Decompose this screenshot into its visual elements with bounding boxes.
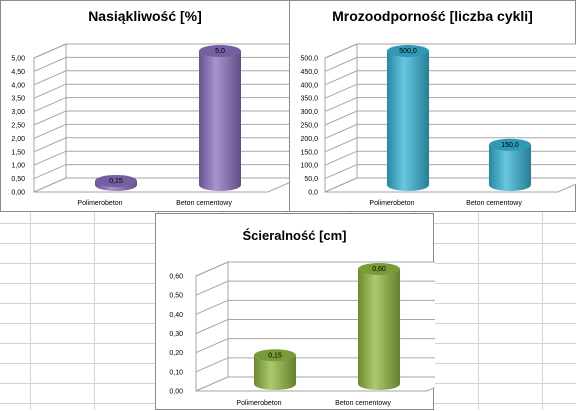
chart-title: Ścieralność [cm] — [242, 228, 347, 243]
floor — [33, 177, 291, 193]
y-tick-label: 400,0 — [300, 82, 318, 89]
gridline — [324, 97, 576, 113]
y-tick-label: 200,0 — [300, 136, 318, 143]
bar-body — [387, 51, 429, 191]
data-label: 5,0 — [215, 48, 225, 55]
y-tick-label: 3,50 — [11, 96, 25, 103]
x-tick-label: Polimerobeton — [236, 400, 281, 407]
chart-title: Mrozoodporność [liczba cykli] — [332, 8, 533, 24]
gridline — [324, 56, 576, 72]
bar-top — [489, 138, 531, 151]
data-label: 150,0 — [501, 142, 519, 149]
gridline — [324, 123, 576, 139]
y-tick-label: 2,50 — [11, 123, 25, 130]
x-tick-label: Beton cementowy — [335, 400, 391, 407]
data-label: 500,0 — [399, 48, 417, 55]
y-tick-label: 500,0 — [300, 56, 318, 63]
data-label: 0,15 — [268, 352, 282, 359]
bar-0 — [387, 45, 429, 191]
y-tick-label: 450,0 — [300, 69, 318, 76]
gridline — [324, 43, 576, 59]
y-tick-label: 0,10 — [169, 369, 183, 376]
y-tick-label: 3,00 — [11, 109, 25, 116]
bar-body — [489, 144, 531, 191]
chart-plot: 0,0 50,0 100,0 150,0 200,0 250,0 300,0 350,0 400… — [300, 43, 576, 207]
y-tick-label: 350,0 — [300, 96, 318, 103]
y-tick-label: 4,00 — [11, 82, 25, 89]
x-tick-label: Beton cementowy — [176, 200, 232, 207]
gridline — [324, 70, 576, 86]
chart-plot: 0,00 0,50 1,00 1,50 2,00 2,50 3,00 3,50 4,00 4,50… — [11, 43, 291, 207]
data-label: 0,15 — [109, 178, 123, 185]
y-tick-label: 1,00 — [11, 163, 25, 170]
y-tick-label: 0,40 — [169, 312, 183, 319]
bar-body — [358, 269, 400, 390]
chart-panel-nasiakliwosc[interactable]: Nasiąkliwość [%] 0,00 0,50 1,00 1,50 2,00 2,5… — [0, 0, 291, 212]
bar-1 — [489, 138, 531, 191]
gridline — [324, 137, 576, 153]
bar-1 — [358, 263, 400, 390]
gridline — [324, 110, 576, 126]
y-tick-label: 0,50 — [169, 293, 183, 300]
x-tick-label: Polimerobeton — [369, 200, 414, 207]
chart-plot: 0,00 0,10 0,20 0,30 0,40 0,50 0,60 0,15 Polimero… — [169, 261, 435, 407]
chart-panel-scieralnosc[interactable]: Ścieralność [cm] 0,00 0,10 0,20 0,30 0,40 0,5… — [155, 213, 435, 410]
y-tick-label: 0,00 — [11, 190, 25, 197]
y-tick-label: 100,0 — [300, 163, 318, 170]
chart-panel-mrozoodpornosc[interactable]: Mrozoodporność [liczba cykli] 0,0 50,0 100… — [289, 0, 576, 212]
y-tick-label: 250,0 — [300, 123, 318, 130]
chart-title: Nasiąkliwość [%] — [88, 8, 202, 24]
bar-0 — [95, 174, 137, 191]
chart-canvas: 0,0 50,0 100,0 150,0 200,0 250,0 300,0 350,0 400… — [300, 43, 576, 207]
y-tick-label: 150,0 — [300, 149, 318, 156]
y-tick-label: 50,0 — [304, 176, 318, 183]
x-tick-label: Beton cementowy — [466, 200, 522, 207]
y-tick-label: 0,0 — [308, 190, 318, 197]
chart-canvas: 0,00 0,50 1,00 1,50 2,00 2,50 3,00 3,50 4,00 4,50… — [11, 43, 291, 207]
floor — [324, 177, 576, 193]
bar-top — [199, 45, 241, 57]
y-tick-label: 0,20 — [169, 350, 183, 357]
chart-canvas: 0,00 0,10 0,20 0,30 0,40 0,50 0,60 0,15 Polimero… — [169, 261, 435, 407]
bar-top — [254, 349, 296, 362]
gridline — [195, 261, 435, 277]
bar-top — [387, 45, 429, 57]
bar-1 — [199, 45, 241, 191]
bar-top — [95, 174, 137, 187]
data-label: 0,60 — [372, 266, 386, 273]
y-tick-label: 4,50 — [11, 69, 25, 76]
bar-body — [199, 51, 241, 191]
y-tick-label: 2,00 — [11, 136, 25, 143]
y-tick-label: 1,50 — [11, 149, 25, 156]
y-tick-label: 0,00 — [169, 389, 183, 396]
x-tick-label: Polimerobeton — [77, 200, 122, 207]
y-tick-label: 0,30 — [169, 331, 183, 338]
y-tick-label: 300,0 — [300, 109, 318, 116]
gridline — [324, 83, 576, 99]
bar-top — [358, 263, 400, 275]
gridline — [33, 43, 291, 59]
bar-body — [254, 355, 296, 390]
y-tick-label: 0,50 — [11, 176, 25, 183]
y-tick-label: 5,00 — [11, 56, 25, 63]
bar-0 — [254, 349, 296, 390]
y-tick-label: 0,60 — [169, 274, 183, 281]
